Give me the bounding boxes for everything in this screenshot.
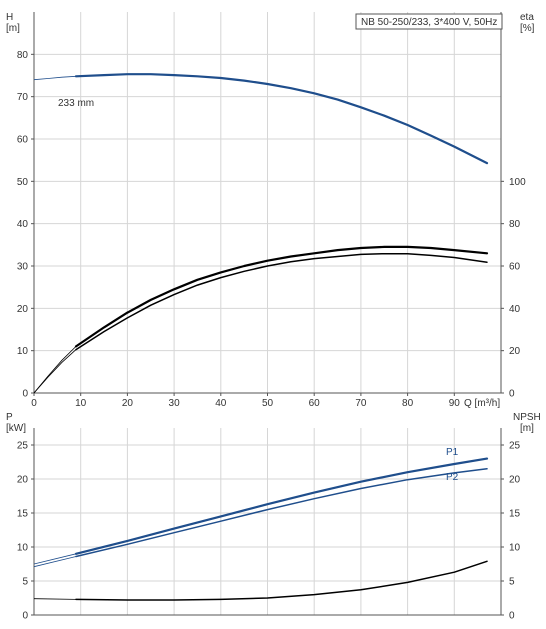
top-x-tick-label: 40 [215,398,227,409]
top-right-tick-label: 80 [509,219,521,230]
top-x-tick-label: 60 [309,398,321,409]
bottom-grid [34,428,501,615]
top-series-2-line [75,252,488,351]
bot-right-tick-label: 15 [509,509,521,520]
top-series-0-line [74,73,489,165]
bot-left-tick-label: 15 [17,509,29,520]
curve-label-233mm: 233 mm [58,98,94,109]
bot-right-tick-label: 25 [509,441,521,452]
top-x-tick-label: 70 [355,398,367,409]
top-series [33,73,489,394]
top-right-tick-label: 20 [509,346,521,357]
y-left-label-p: P [6,412,13,423]
top-axes [31,12,504,396]
bot-right-tick-label: 5 [509,577,515,588]
top-tick-labels: 0 10 20 30 40 50 60 70 80 0 20 40 60 80 100 0 10 20 30 40 50… [17,50,526,409]
y-left-unit-kw: [kW] [6,423,26,434]
bot-series-2-extension [33,598,77,600]
bottom-series [33,457,489,601]
bot-left-tick-label: 10 [17,543,29,554]
top-right-tick-label: 40 [509,304,521,315]
y-right-unit-percent: [%] [520,23,535,34]
bottom-tick-labels: 0 5 10 15 20 25 0 5 10 15 20 25 [17,441,521,622]
y-right-label-eta: eta [520,12,534,23]
y-right-unit-m: [m] [520,423,534,434]
top-left-tick-label: 20 [17,304,29,315]
top-left-tick-label: 80 [17,50,29,61]
top-right-tick-label: 100 [509,177,526,188]
top-x-tick-label: 10 [75,398,87,409]
top-grid [34,12,501,393]
top-x-tick-label: 20 [122,398,134,409]
bot-series-2-line [75,560,488,601]
top-right-tick-label: 60 [509,262,521,273]
top-x-tick-label: 50 [262,398,274,409]
top-left-tick-label: 30 [17,262,29,273]
bot-right-tick-label: 10 [509,543,521,554]
top-left-tick-label: 60 [17,135,29,146]
bot-left-tick-label: 5 [22,577,28,588]
bot-series-1-line [75,468,488,558]
series-label-p2: P2 [446,472,459,483]
top-x-tick-label: 30 [169,398,181,409]
title-box [355,13,503,30]
top-left-tick-label: 0 [22,389,28,400]
top-left-tick-label: 50 [17,177,29,188]
x-axis-label: Q [m³/h] [464,398,500,409]
bot-left-tick-label: 20 [17,475,29,486]
y-right-label-npsh: NPSH [513,412,541,423]
bot-left-tick-label: 25 [17,441,29,452]
top-panel: 0 10 20 30 40 50 60 70 80 0 20 40 60 80 100 0 10 20 30 40 50… [6,12,535,409]
chart-title: NB 50-250/233, 3*400 V, 50Hz [361,17,497,28]
top-right-tick-label: 0 [509,389,515,400]
y-left-label-h: H [6,12,13,23]
top-left-tick-label: 70 [17,92,29,103]
bot-left-tick-label: 0 [22,611,28,622]
top-x-tick-label: 0 [31,398,37,409]
top-series-0-extension [33,75,77,81]
bot-series-0-extension [33,553,77,565]
bot-right-tick-label: 20 [509,475,521,486]
top-series-1-line [74,245,489,348]
bot-series-0-line [74,457,489,555]
top-series-2-extension [33,349,77,394]
series-label-p1: P1 [446,447,459,458]
y-left-unit-m: [m] [6,23,20,34]
bottom-axes [31,428,504,616]
top-x-tick-label: 80 [402,398,414,409]
top-x-tick-label: 90 [449,398,461,409]
top-left-tick-label: 40 [17,219,29,230]
bot-series-1-extension [33,556,77,568]
bot-right-tick-label: 0 [509,611,515,622]
top-left-tick-label: 10 [17,346,29,357]
